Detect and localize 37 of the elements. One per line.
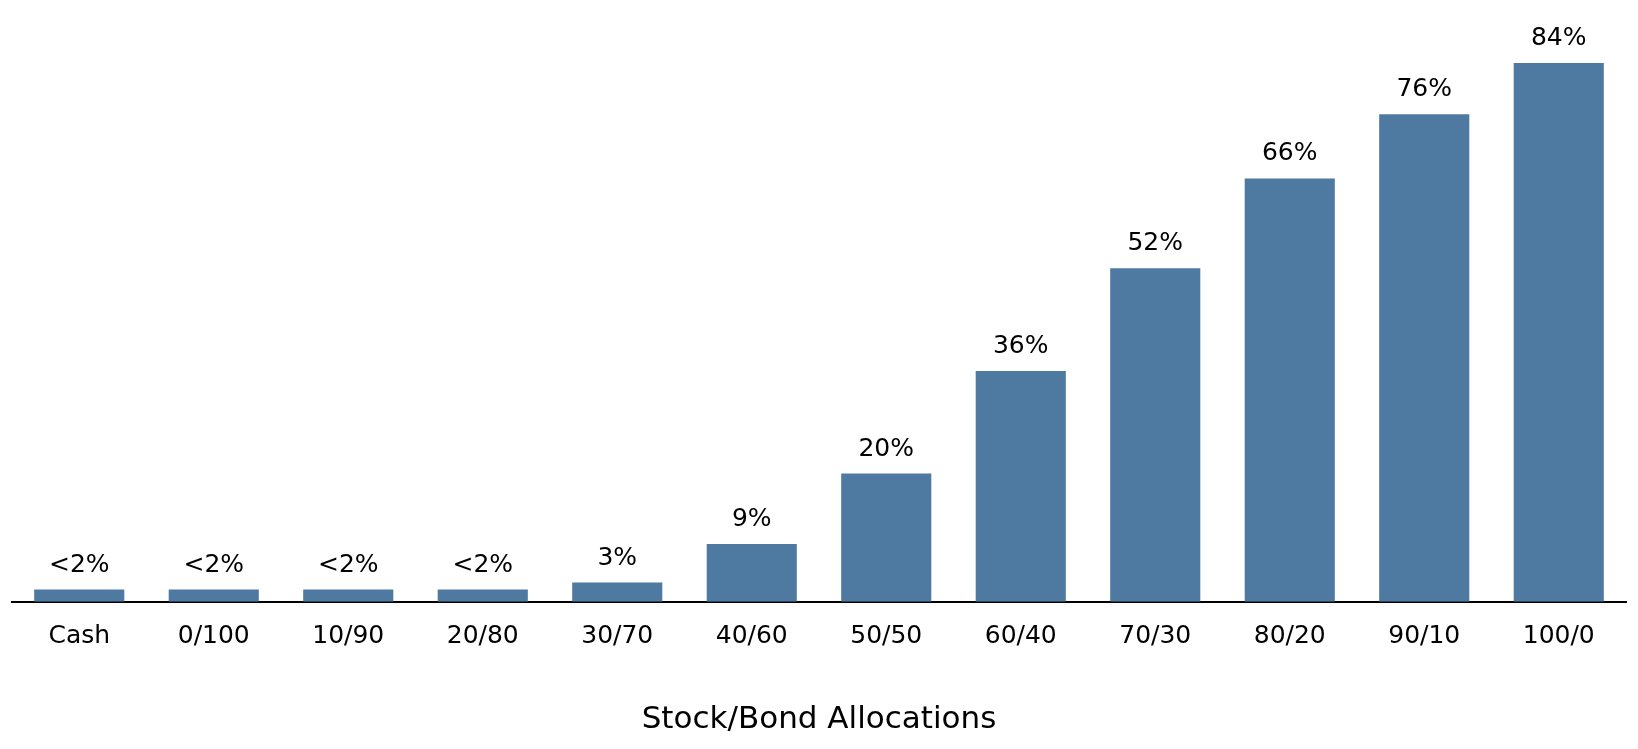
data-label: <2% <box>48 548 110 578</box>
data-label: 36% <box>992 329 1049 359</box>
x-tick-label: 70/30 <box>1119 620 1192 650</box>
data-label: <2% <box>183 548 245 578</box>
bar <box>1110 268 1201 602</box>
x-tick-label: 40/60 <box>715 620 788 650</box>
x-tick-label: 60/40 <box>984 620 1057 650</box>
x-tick-label: 50/50 <box>850 620 923 650</box>
data-label: 3% <box>597 541 638 571</box>
bar <box>841 473 932 602</box>
data-label: 52% <box>1127 227 1184 257</box>
x-tick-label: 80/20 <box>1253 620 1326 650</box>
x-tick-label: 30/70 <box>581 620 654 650</box>
data-label: <2% <box>452 548 514 578</box>
data-label: 20% <box>858 432 915 462</box>
x-tick-label: Cash <box>48 620 111 650</box>
x-tick-label: 100/0 <box>1522 620 1595 650</box>
data-label: 66% <box>1261 137 1318 167</box>
bar <box>975 370 1066 602</box>
x-axis-title: Stock/Bond Allocations <box>641 699 997 736</box>
bar <box>1379 114 1470 602</box>
data-label: <2% <box>317 548 379 578</box>
bar <box>572 582 663 602</box>
data-label: 9% <box>731 503 772 533</box>
bar <box>1244 178 1335 602</box>
bar <box>1513 63 1604 602</box>
x-tick-label: 0/100 <box>177 620 250 650</box>
x-tick-label: 20/80 <box>446 620 519 650</box>
bar <box>34 589 125 602</box>
bar <box>437 589 528 602</box>
x-tick-label: 10/90 <box>312 620 385 650</box>
data-label: 84% <box>1530 22 1587 51</box>
bar <box>168 589 259 602</box>
x-tick-label: 90/10 <box>1388 620 1461 650</box>
data-label: 76% <box>1396 73 1453 103</box>
bar <box>706 544 797 602</box>
bar <box>303 589 394 602</box>
